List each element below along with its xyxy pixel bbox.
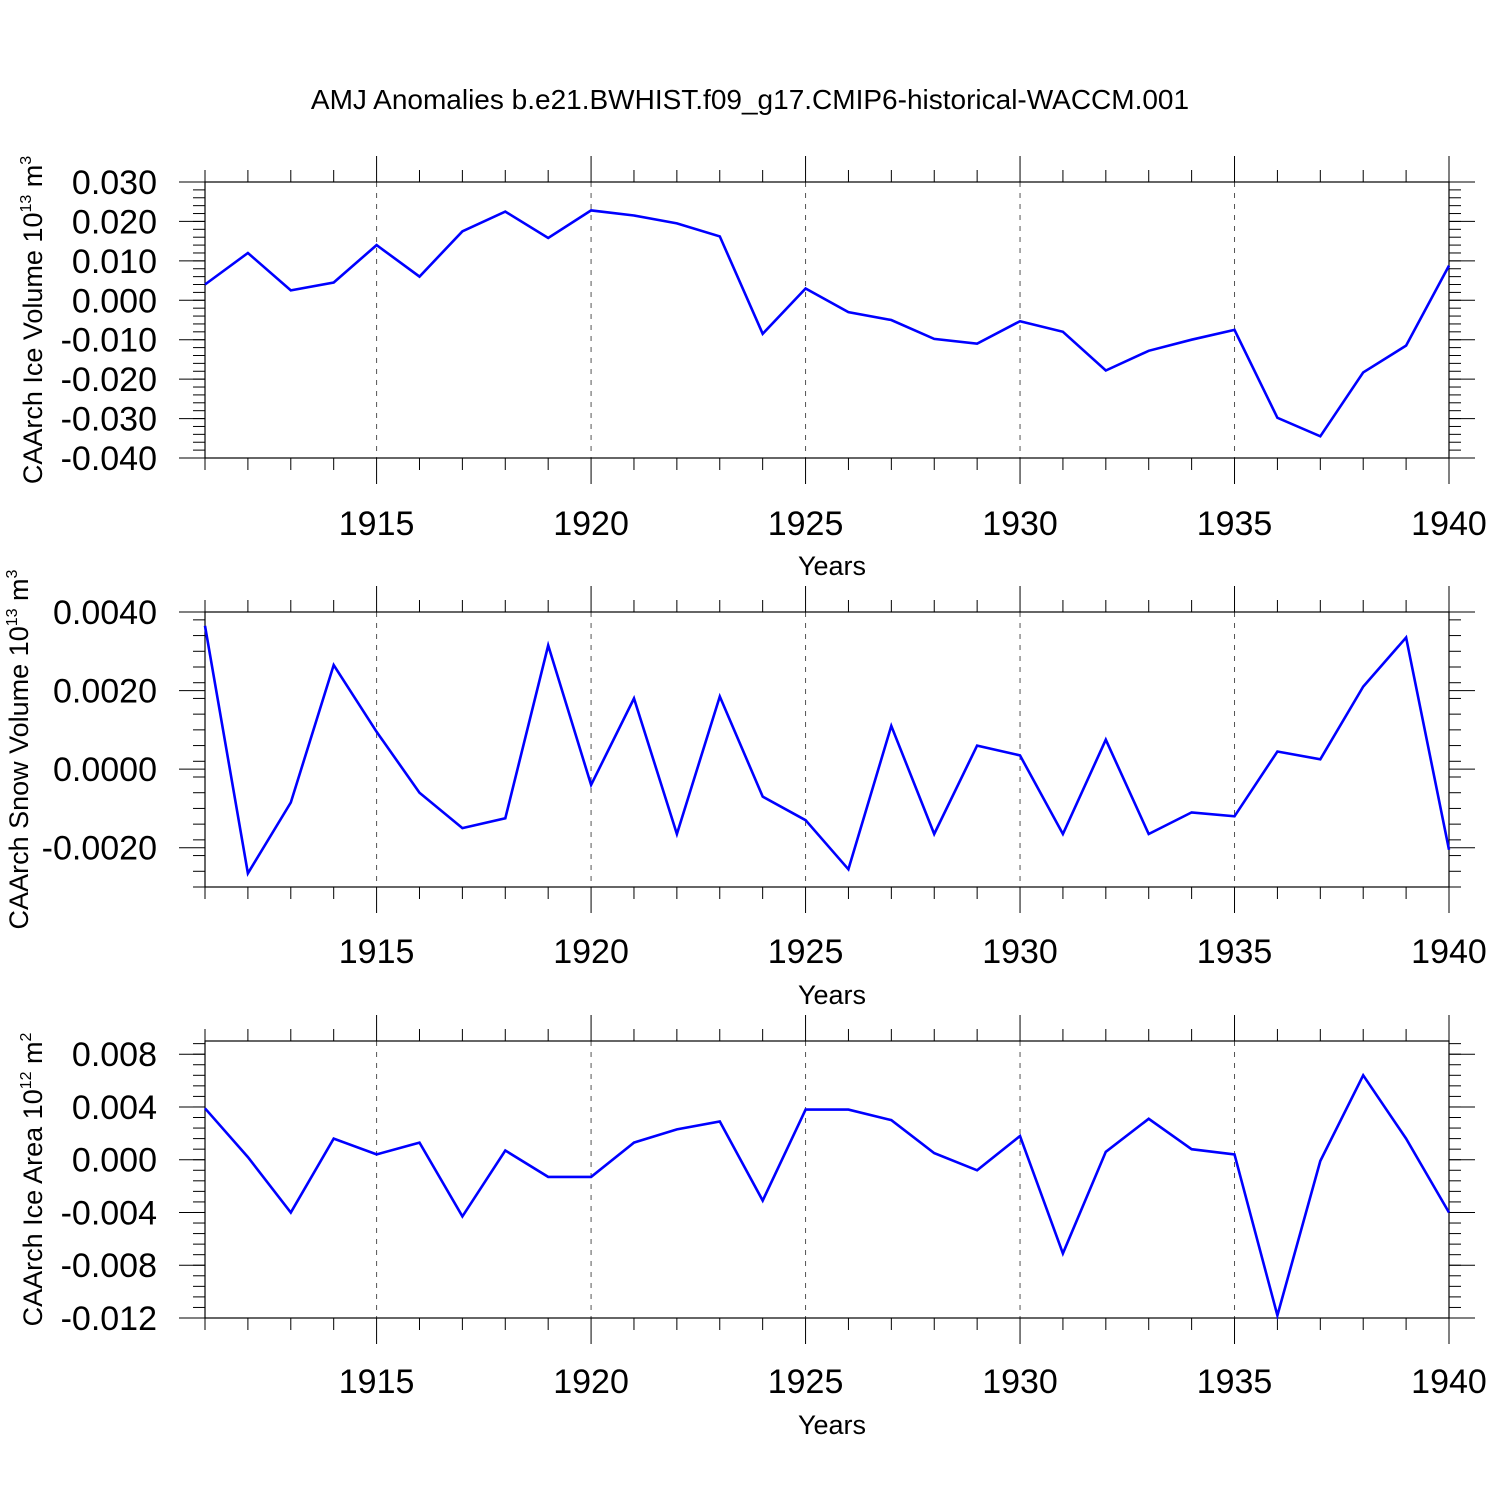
x-tick-label: 1920 [553,933,629,971]
chart-title: AMJ Anomalies b.e21.BWHIST.f09_g17.CMIP6… [310,84,1190,115]
x-tick-label: 1925 [768,933,844,971]
y-tick-label: 0.000 [72,1142,157,1180]
y-axis-title: CAArch Ice Area 1012 m2 [18,1032,48,1326]
y-tick-label: 0.030 [72,164,157,202]
y-tick-label: 0.0040 [53,594,157,632]
plot-frame [204,1040,1450,1319]
x-tick-label: 1935 [1197,505,1273,543]
series-line [204,1072,1451,1321]
x-tick-label: 1930 [982,933,1058,971]
y-tick-label: -0.020 [61,361,157,399]
plot-frame [204,611,1450,888]
x-tick-label: 1935 [1197,1363,1273,1401]
x-axis-title: Years [798,980,866,1010]
y-tick-label: -0.004 [61,1194,157,1232]
x-tick-label: 1925 [768,1363,844,1401]
x-tick-label: 1940 [1411,933,1487,971]
y-tick-label: 0.010 [72,243,157,281]
y-tick-label: 0.004 [72,1089,157,1127]
series-line [204,209,1451,438]
y-tick-label: 0.000 [72,282,157,320]
y-tick-label: 0.0020 [53,673,157,711]
y-tick-label: -0.0020 [42,830,157,868]
x-tick-label: 1920 [553,505,629,543]
x-tick-label: 1925 [768,505,844,543]
x-axis-title: Years [798,551,866,581]
x-tick-label: 1920 [553,1363,629,1401]
y-tick-label: 0.020 [72,203,157,241]
x-tick-label: 1915 [339,1363,415,1401]
x-tick-label: 1940 [1411,1363,1487,1401]
plot-frame [204,181,1450,459]
y-tick-label: -0.008 [61,1247,157,1285]
x-tick-label: 1930 [982,505,1058,543]
series-line [203,625,1451,877]
y-tick-label: 0.008 [72,1036,157,1074]
y-axis-title: CAArch Snow Volume 1013 m3 [4,569,34,929]
x-tick-label: 1915 [339,505,415,543]
y-axis-title: CAArch Ice Volume 1013 m3 [18,156,48,484]
x-tick-label: 1930 [982,1363,1058,1401]
y-tick-label: 0.0000 [53,751,157,789]
y-tick-label: -0.010 [61,322,157,360]
y-tick-label: -0.030 [61,401,157,439]
y-tick-label: -0.012 [61,1300,157,1338]
x-tick-label: 1935 [1197,933,1273,971]
x-axis-title: Years [798,1410,866,1440]
x-tick-label: 1915 [339,933,415,971]
x-tick-label: 1940 [1411,505,1487,543]
y-tick-label: -0.040 [61,440,157,478]
